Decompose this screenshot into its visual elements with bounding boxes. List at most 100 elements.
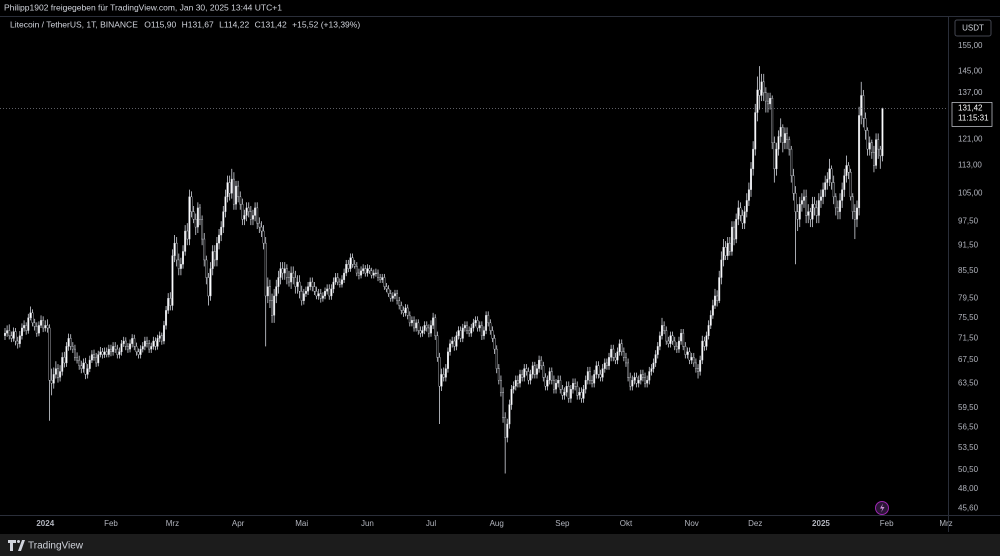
candle-body	[419, 330, 422, 334]
candle-body	[334, 277, 337, 283]
candle-body	[868, 142, 871, 150]
candle-body	[767, 100, 769, 105]
candle-body	[451, 340, 454, 344]
candle-body	[747, 189, 750, 201]
candle-body	[639, 374, 642, 381]
candle-body	[258, 222, 261, 228]
candle-body	[760, 81, 763, 96]
candle-body	[29, 312, 32, 319]
candle-body	[436, 335, 439, 358]
candle-body	[497, 368, 500, 381]
candle-body	[860, 95, 863, 116]
candle-body	[612, 348, 615, 358]
candle-body	[54, 368, 57, 375]
candle-body	[487, 315, 490, 324]
y-tick-label: 91,50	[958, 240, 979, 249]
candle-body	[828, 168, 831, 180]
candle-body	[311, 281, 314, 287]
candle-body	[597, 365, 600, 375]
candle-body	[290, 272, 293, 283]
candle-body	[542, 365, 545, 378]
candle-body	[254, 207, 257, 216]
candle-body	[703, 340, 706, 347]
candle-body	[199, 207, 201, 220]
candle-body	[845, 165, 848, 176]
candle-body	[569, 389, 572, 399]
candle-body	[726, 242, 729, 256]
candle-body	[135, 346, 138, 353]
candle-body	[459, 330, 462, 339]
candle-body	[124, 340, 127, 347]
candle-body	[215, 242, 218, 261]
candle-body	[463, 325, 466, 329]
candle-body	[709, 315, 712, 326]
candle-body	[239, 196, 242, 205]
alert-bolt	[880, 503, 885, 513]
candle-body	[425, 325, 428, 329]
candle-body	[546, 380, 549, 387]
candle-body	[588, 371, 591, 381]
candle-body	[398, 300, 401, 306]
candle-body	[741, 215, 744, 224]
alert-icon[interactable]	[875, 501, 889, 515]
candle-body	[222, 211, 225, 228]
candle-body	[805, 196, 808, 216]
candle-body	[697, 368, 699, 372]
candle-body	[576, 385, 579, 396]
y-tick-label: 59,50	[958, 403, 979, 412]
candle-body	[718, 277, 721, 301]
tradingview-logo	[8, 540, 25, 551]
candle-body	[824, 182, 827, 190]
candle-body	[262, 230, 265, 244]
candle-body	[438, 357, 441, 387]
candle-body	[209, 268, 212, 297]
candle-body	[508, 404, 511, 425]
candle-body	[533, 365, 536, 375]
candle-body	[256, 207, 259, 224]
candle-body	[603, 362, 606, 369]
candle-body	[550, 371, 553, 381]
candle-body	[472, 322, 475, 329]
candle-body	[8, 330, 11, 336]
candle-body	[555, 383, 557, 390]
last-price-box	[951, 102, 993, 127]
candle-body	[478, 325, 481, 329]
candle-body	[792, 175, 795, 194]
currency-label: USDT	[962, 24, 984, 33]
candle-body	[544, 377, 547, 387]
candle-body	[266, 286, 269, 297]
candle-body	[184, 230, 187, 252]
last-price-label: 131,42	[958, 104, 983, 113]
candle-body	[302, 293, 305, 301]
candle-body	[495, 348, 498, 369]
currency-box[interactable]	[954, 19, 992, 37]
candle-body	[754, 112, 757, 150]
candle-body	[35, 326, 38, 334]
candle-body	[173, 242, 176, 256]
candle-body	[578, 392, 581, 396]
y-tick-label: 85,50	[958, 266, 979, 275]
candle-body	[241, 203, 244, 220]
candle-body	[167, 298, 170, 311]
candle-body	[881, 108, 884, 157]
candle-body	[565, 385, 568, 393]
candle-body	[809, 211, 812, 220]
candle-body	[722, 247, 725, 261]
candle-body	[110, 348, 112, 353]
candle-body	[516, 380, 519, 384]
candle-body	[341, 279, 343, 285]
y-tick-label: 50,50	[958, 465, 979, 474]
candle-body	[271, 300, 273, 316]
candle-body	[351, 257, 354, 265]
candle-body	[137, 351, 140, 355]
candle-body	[862, 95, 865, 119]
candle-body	[203, 238, 206, 261]
candle-body	[186, 230, 189, 240]
candle-body	[593, 374, 596, 384]
candle-body	[283, 268, 286, 274]
candle-body	[457, 330, 460, 336]
candle-body	[807, 211, 810, 216]
candle-body	[103, 351, 106, 355]
candle-body	[658, 335, 661, 347]
candle-body	[114, 346, 117, 350]
